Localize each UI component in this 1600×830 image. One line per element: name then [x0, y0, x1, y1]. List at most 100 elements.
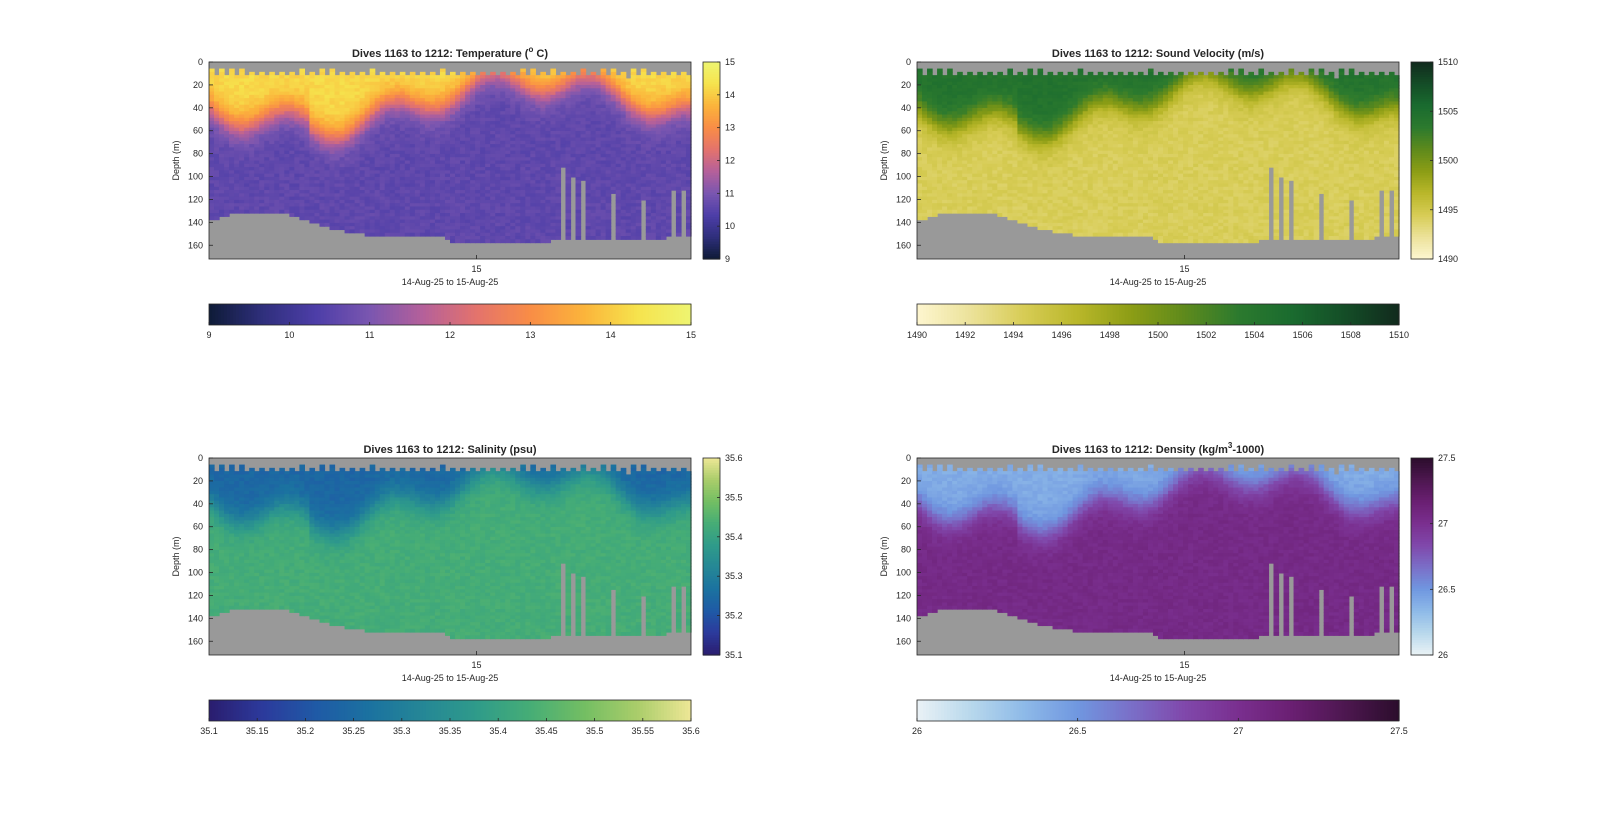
data-cell [495, 167, 501, 171]
data-cell [339, 111, 346, 116]
data-cell [339, 163, 346, 168]
data-cell [500, 183, 506, 188]
data-cell [434, 137, 441, 142]
data-cell [334, 104, 341, 109]
data-cell [595, 236, 602, 240]
data-cell [670, 173, 677, 178]
data-cell [565, 209, 572, 214]
colorbar-swatch [703, 118, 720, 122]
data-cell [565, 222, 572, 227]
data-cell [319, 147, 326, 152]
data-cell [485, 232, 491, 237]
data-cell [374, 150, 381, 155]
data-cell [419, 229, 426, 234]
data-cell [525, 127, 531, 132]
data-cell [229, 170, 235, 175]
data-cell [500, 124, 506, 129]
data-cell [520, 78, 526, 83]
data-cell [259, 134, 265, 139]
data-cell [294, 167, 300, 171]
data-cell [475, 78, 481, 83]
data-cell [219, 183, 225, 188]
data-cell [429, 160, 436, 165]
data-cell [444, 167, 451, 171]
data-cell [309, 160, 316, 165]
data-cell [419, 150, 426, 155]
data-cell [434, 213, 441, 217]
data-cell [334, 170, 341, 175]
data-cell [314, 104, 321, 109]
data-cell [530, 84, 536, 89]
data-cell [444, 190, 451, 194]
data-cell [505, 144, 511, 148]
data-cell [560, 134, 567, 139]
data-cell [510, 193, 516, 198]
data-cell [530, 229, 536, 234]
colorbar-swatch [703, 113, 720, 117]
data-cell [480, 203, 486, 208]
data-cell [304, 147, 311, 152]
data-cell [495, 216, 501, 221]
colorbar-swatch [218, 304, 222, 325]
data-cell [575, 216, 582, 221]
data-cell [314, 75, 321, 80]
data-cell [209, 137, 215, 142]
data-cell [510, 81, 516, 86]
data-cell [214, 130, 220, 135]
data-cell [364, 147, 371, 152]
data-cell [540, 239, 546, 244]
data-cell [379, 203, 386, 208]
data-cell [284, 78, 290, 83]
data-cell [219, 71, 225, 76]
data-cell [314, 153, 321, 158]
data-cell [364, 121, 371, 125]
data-cell [294, 88, 300, 93]
data-cell [434, 160, 441, 165]
data-cell [675, 127, 682, 132]
data-cell [480, 193, 486, 198]
colorbar-swatch [703, 219, 720, 223]
data-cell [354, 78, 361, 83]
data-cell [605, 232, 612, 237]
data-cell [294, 150, 300, 155]
data-cell [575, 84, 582, 89]
data-cell [354, 147, 361, 152]
data-cell [675, 173, 682, 178]
data-cell [515, 157, 521, 162]
data-cell [439, 91, 446, 96]
data-cell [655, 98, 662, 102]
data-cell [645, 222, 652, 227]
y-tick-label: 120 [188, 194, 203, 204]
data-cell [359, 213, 366, 217]
data-cell [334, 130, 341, 135]
data-cell [565, 219, 572, 224]
data-cell [485, 75, 491, 80]
data-cell [349, 117, 356, 122]
data-cell [535, 124, 541, 129]
data-cell [575, 190, 582, 194]
data-cell [530, 117, 536, 122]
data-cell [289, 173, 295, 178]
colorbar-swatch [600, 304, 605, 325]
data-cell [495, 124, 501, 129]
colorbar-swatch [254, 304, 258, 325]
data-cell [585, 134, 592, 139]
data-cell [555, 163, 562, 168]
data-cell [455, 173, 461, 178]
data-cell [475, 144, 481, 148]
data-cell [505, 127, 511, 132]
data-cell [470, 104, 476, 109]
data-cell [455, 229, 461, 234]
data-cell [294, 163, 300, 168]
data-cell [475, 153, 481, 158]
data-cell [414, 104, 421, 109]
data-cell [545, 101, 552, 106]
data-cell [635, 117, 642, 122]
data-cell [600, 88, 607, 93]
data-cell [209, 144, 215, 148]
data-cell [655, 94, 662, 99]
data-cell [485, 209, 491, 214]
data-cell [319, 209, 326, 214]
colorbar-swatch [266, 304, 270, 325]
